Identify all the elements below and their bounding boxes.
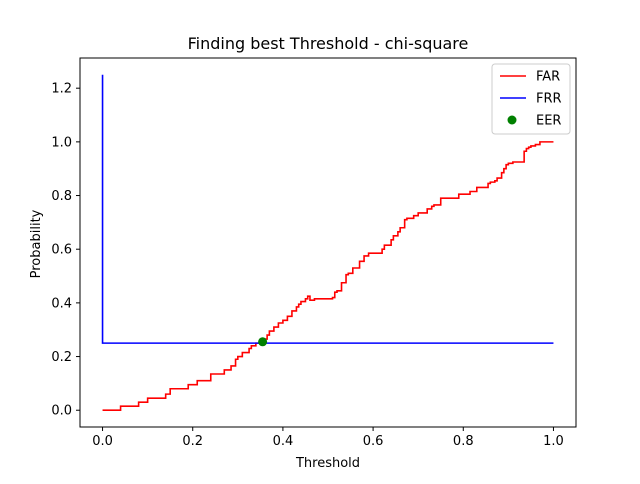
y-tick-label: 0.4 — [51, 296, 72, 311]
chart-title: Finding best Threshold - chi-square — [188, 34, 469, 53]
x-tick-label: 0.8 — [453, 434, 474, 449]
axes: 0.0 0.2 0.4 0.6 0.8 1.0 0.0 0.2 0.4 0.6 0.8 1.0 1.2 — [51, 57, 577, 449]
x-tick-label: 0.6 — [363, 434, 384, 449]
eer-point — [258, 337, 268, 347]
legend-label-eer: EER — [536, 114, 561, 129]
x-tick-label: 0.4 — [273, 434, 294, 449]
series-group — [101, 74, 554, 412]
y-tick-label: 0.2 — [51, 350, 72, 365]
legend-label-frr: FRR — [536, 92, 562, 107]
series-line-far — [102, 141, 554, 412]
legend-marker-eer — [507, 115, 517, 125]
y-tick-label: 0.0 — [51, 404, 72, 419]
x-axis-label: Threshold — [295, 456, 360, 471]
y-tick-label: 1.0 — [51, 135, 72, 150]
y-tick-label: 0.8 — [51, 189, 72, 204]
y-axis-label: Probability — [29, 209, 44, 278]
y-tick-label: 1.2 — [51, 82, 72, 97]
legend-label-far: FAR — [536, 70, 560, 85]
series-line-frr — [101, 74, 554, 344]
x-tick-label: 0.2 — [182, 434, 203, 449]
axes-frame — [79, 57, 577, 428]
x-tick-label: 1.0 — [543, 434, 564, 449]
y-tick-label: 0.6 — [51, 243, 72, 258]
x-tick-label: 0.0 — [92, 434, 113, 449]
plot-area — [101, 74, 554, 412]
legend: FAR FRR EER — [491, 63, 571, 135]
